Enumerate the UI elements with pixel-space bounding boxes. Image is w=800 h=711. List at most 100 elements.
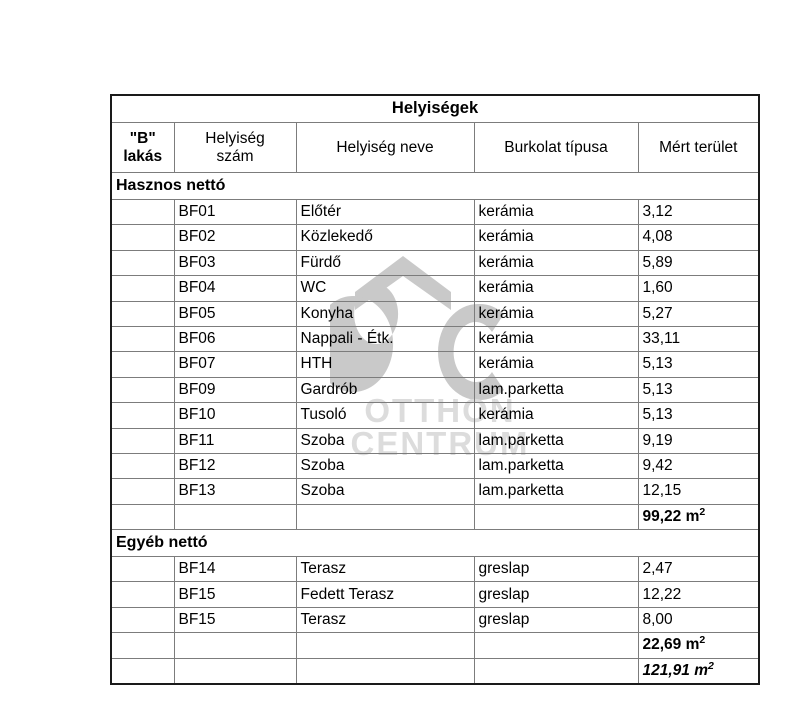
cell-room-number: BF15 [173, 581, 297, 608]
column-header-flat-line2: lakás [123, 147, 163, 165]
table-header-row: "B" lakás Helyiség szám Helyiség neve Bu… [110, 122, 760, 173]
grand-total-row: 121,91 m2 [110, 657, 760, 685]
cell-surface-type [473, 503, 639, 531]
cell-flat [110, 325, 175, 353]
column-header-room-number: Helyiség szám [173, 122, 297, 173]
cell-surface-type [473, 632, 639, 659]
table-row: BF09 Gardrób lam.parketta 5,13 [110, 376, 760, 404]
cell-flat [110, 402, 175, 429]
cell-room-number: BF14 [173, 556, 297, 583]
cell-flat [110, 632, 175, 659]
cell-room-number: BF07 [173, 351, 297, 378]
cell-measured-area: 5,13 [637, 376, 760, 404]
cell-measured-area: 33,11 [637, 325, 760, 353]
cell-surface-type: greslap [473, 556, 639, 583]
subtotal-area: 22,69 m2 [637, 632, 760, 659]
cell-room-name: Terasz [295, 606, 475, 634]
subtotal-area: 99,22 m2 [637, 503, 760, 531]
cell-surface-type: kerámia [473, 224, 639, 251]
table-row: BF05 Konyha kerámia 5,27 [110, 300, 760, 327]
cell-room-name: Fürdő [295, 249, 475, 277]
section-label: Hasznos nettó [109, 172, 761, 200]
cell-flat [110, 657, 175, 685]
table-title-row: Helyiségek [109, 94, 761, 123]
cell-room-name: Előtér [295, 198, 475, 226]
cell-flat [110, 300, 175, 327]
cell-room-number: BF11 [173, 427, 297, 454]
cell-flat [110, 224, 175, 251]
cell-measured-area: 1,60 [637, 275, 760, 302]
cell-measured-area: 9,42 [637, 452, 760, 480]
cell-room-number: BF01 [173, 198, 297, 226]
cell-surface-type: greslap [473, 606, 639, 634]
cell-measured-area: 12,22 [637, 581, 760, 608]
cell-flat [110, 275, 175, 302]
cell-measured-area: 4,08 [637, 224, 760, 251]
subtotal-area-unit: m2 [685, 634, 706, 654]
table-row: BF10 Tusoló kerámia 5,13 [110, 402, 760, 429]
cell-flat [110, 503, 175, 531]
cell-room-name [295, 503, 475, 531]
cell-room-number: BF02 [173, 224, 297, 251]
cell-room-name: Gardrób [295, 376, 475, 404]
cell-room-number [173, 632, 297, 659]
cell-room-number: BF03 [173, 249, 297, 277]
cell-room-name [295, 657, 475, 685]
subtotal-area-value: 22,69 [642, 636, 682, 654]
cell-room-number: BF09 [173, 376, 297, 404]
helyisegek-table: Helyiségek "B" lakás Helyiség szám Helyi… [109, 94, 761, 686]
cell-flat [110, 198, 175, 226]
grand-total-area-unit: m2 [694, 659, 714, 679]
cell-surface-type: kerámia [473, 249, 639, 277]
cell-surface-type: lam.parketta [473, 478, 639, 505]
cell-surface-type: kerámia [473, 351, 639, 378]
cell-flat [110, 452, 175, 480]
column-header-room-number-line2: szám [216, 147, 254, 165]
cell-measured-area: 5,13 [637, 351, 760, 378]
cell-room-name: Szoba [295, 427, 475, 454]
cell-surface-type: kerámia [473, 300, 639, 327]
cell-measured-area: 8,00 [637, 606, 760, 634]
cell-surface-type: kerámia [473, 198, 639, 226]
grand-total-area: 121,91 m2 [637, 657, 760, 685]
cell-room-number: BF05 [173, 300, 297, 327]
cell-room-name: Terasz [295, 556, 475, 583]
table-row: BF14 Terasz greslap 2,47 [110, 556, 760, 583]
cell-room-name: Szoba [295, 478, 475, 505]
column-header-flat-line1: "B" [129, 129, 156, 147]
cell-room-number [173, 503, 297, 531]
cell-measured-area: 2,47 [637, 556, 760, 583]
cell-room-number: BF10 [173, 402, 297, 429]
cell-flat [110, 606, 175, 634]
column-header-measured-area: Mért terület [637, 122, 760, 173]
column-header-room-number-line1: Helyiség [205, 129, 265, 147]
subtotal-row-hasznos-netto: 99,22 m2 [110, 503, 760, 531]
cell-room-number: BF13 [173, 478, 297, 505]
grand-total-area-value: 121,91 [642, 661, 690, 679]
cell-surface-type [473, 657, 639, 685]
section-header-hasznos-netto: Hasznos nettó [109, 172, 761, 200]
cell-room-name: Konyha [295, 300, 475, 327]
table-row: BF01 Előtér kerámia 3,12 [110, 198, 760, 226]
cell-measured-area: 3,12 [637, 198, 760, 226]
subtotal-area-value: 99,22 [642, 507, 682, 525]
cell-room-name: WC [295, 275, 475, 302]
cell-surface-type: lam.parketta [473, 376, 639, 404]
cell-room-name [295, 632, 475, 659]
cell-flat [110, 376, 175, 404]
cell-room-number: BF12 [173, 452, 297, 480]
table-row: BF11 Szoba lam.parketta 9,19 [110, 427, 760, 454]
table-row: BF06 Nappali - Étk. kerámia 33,11 [110, 325, 760, 353]
cell-flat [110, 581, 175, 608]
subtotal-row-egyeb-netto: 22,69 m2 [110, 632, 760, 659]
table-row: BF13 Szoba lam.parketta 12,15 [110, 478, 760, 505]
cell-room-number: BF15 [173, 606, 297, 634]
helyisegek-table-container: Helyiségek "B" lakás Helyiség szám Helyi… [109, 94, 761, 686]
cell-measured-area: 5,27 [637, 300, 760, 327]
page-title: Helyiségek [109, 94, 761, 123]
cell-room-name: Fedett Terasz [295, 581, 475, 608]
cell-room-name: Szoba [295, 452, 475, 480]
table-row: BF03 Fürdő kerámia 5,89 [110, 249, 760, 277]
cell-flat [110, 249, 175, 277]
subtotal-area-unit: m2 [685, 505, 706, 525]
